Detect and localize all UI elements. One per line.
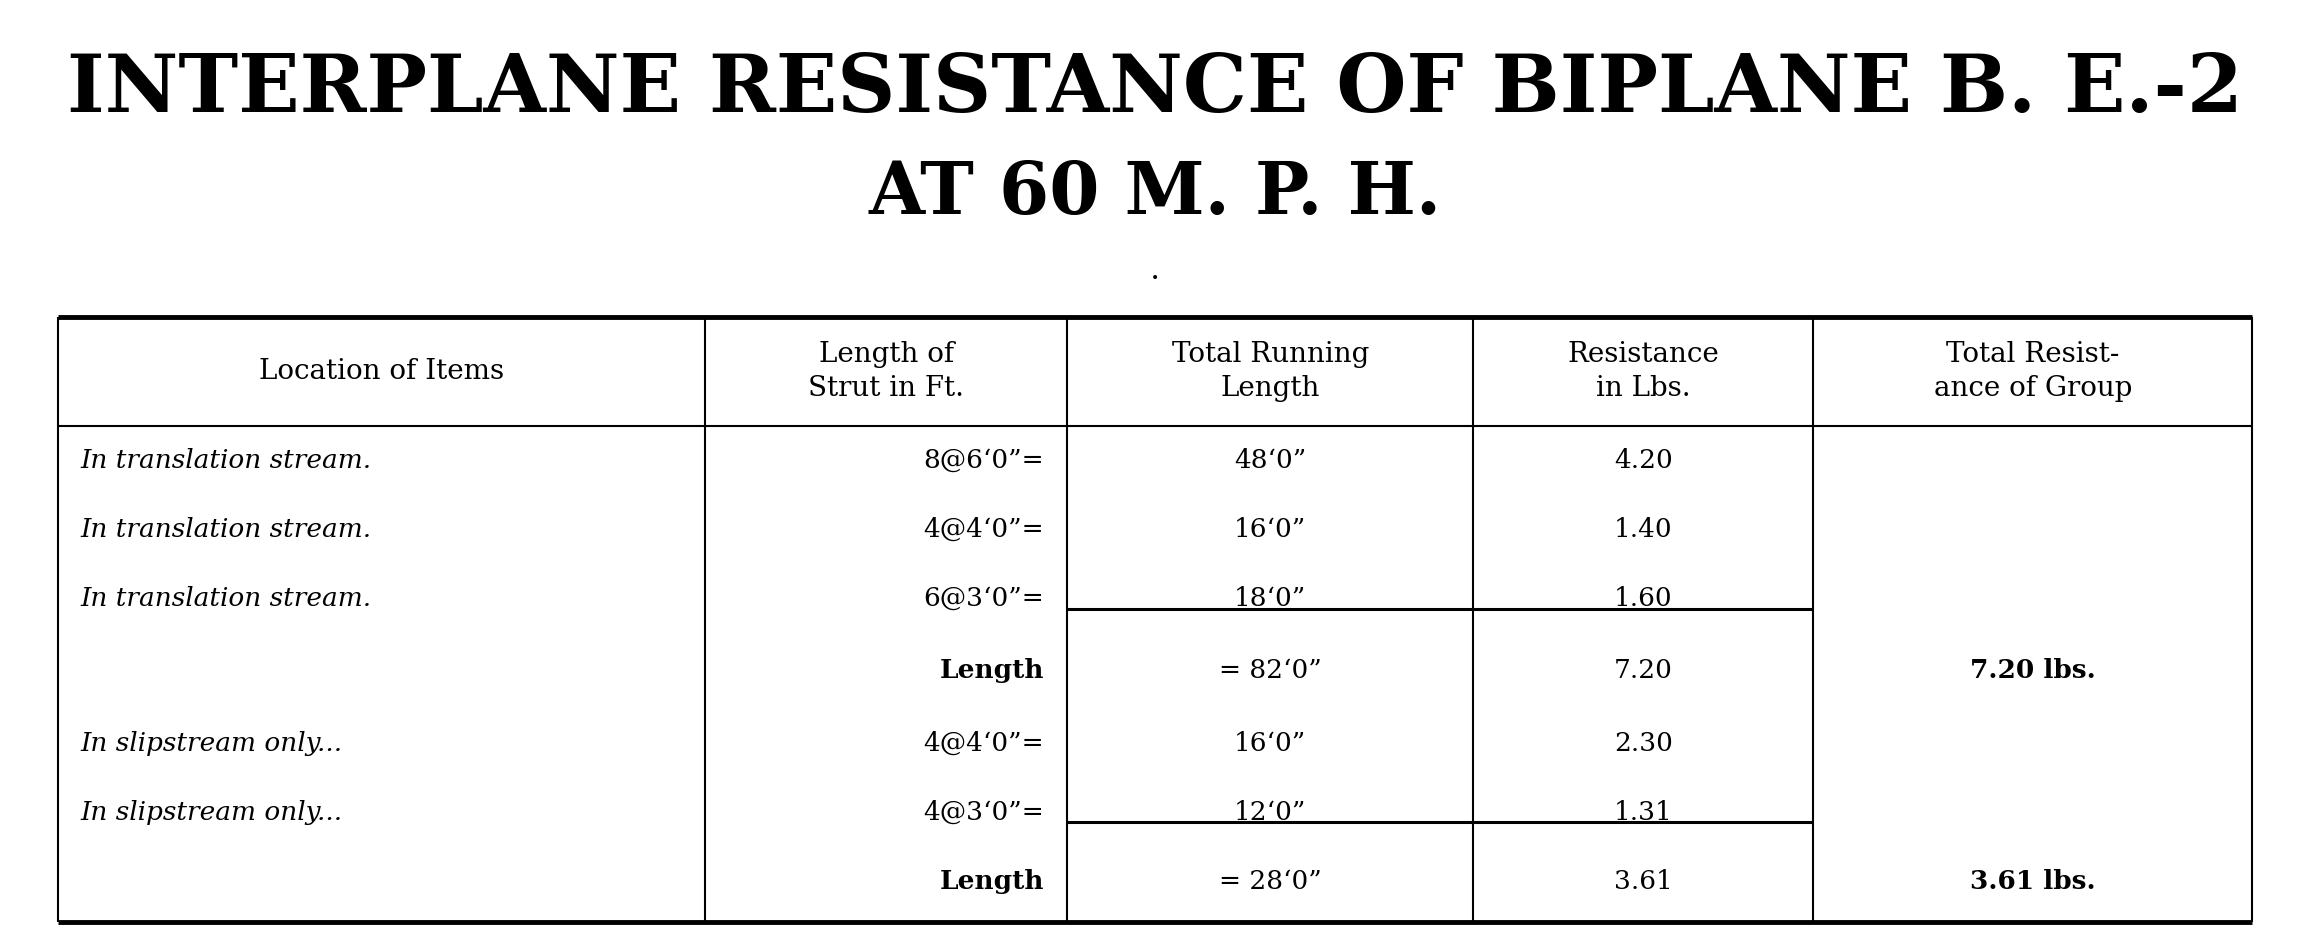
Text: AT 60 M. P. H.: AT 60 M. P. H. bbox=[869, 158, 1441, 230]
Text: Location of Items: Location of Items bbox=[259, 358, 504, 385]
Text: 16‘0”: 16‘0” bbox=[1234, 517, 1307, 542]
Text: 7.20 lbs.: 7.20 lbs. bbox=[1970, 658, 2095, 683]
Text: 1.40: 1.40 bbox=[1615, 517, 1672, 542]
Text: Total Resist-
ance of Group: Total Resist- ance of Group bbox=[1933, 341, 2132, 402]
Text: 4@4‘0”=: 4@4‘0”= bbox=[924, 730, 1044, 756]
Text: Length: Length bbox=[940, 658, 1044, 683]
Text: 18‘0”: 18‘0” bbox=[1234, 586, 1307, 611]
Text: 8@6‘0”=: 8@6‘0”= bbox=[924, 447, 1044, 473]
Text: 1.31: 1.31 bbox=[1615, 799, 1672, 825]
Text: 2.30: 2.30 bbox=[1615, 730, 1672, 756]
Text: In slipstream only...: In slipstream only... bbox=[81, 730, 342, 756]
Text: 12‘0”: 12‘0” bbox=[1234, 799, 1307, 825]
Text: 4@3‘0”=: 4@3‘0”= bbox=[924, 799, 1044, 825]
Text: Length of
Strut in Ft.: Length of Strut in Ft. bbox=[808, 341, 963, 402]
Text: 1.60: 1.60 bbox=[1615, 586, 1672, 611]
Text: = 28‘0”: = 28‘0” bbox=[1220, 868, 1321, 894]
Text: •: • bbox=[1150, 272, 1160, 286]
Text: In slipstream only...: In slipstream only... bbox=[81, 799, 342, 825]
Text: 6@3‘0”=: 6@3‘0”= bbox=[924, 586, 1044, 611]
Text: 7.20: 7.20 bbox=[1615, 658, 1672, 683]
Text: 48‘0”: 48‘0” bbox=[1234, 447, 1307, 473]
Text: 3.61: 3.61 bbox=[1615, 868, 1672, 894]
Text: = 82‘0”: = 82‘0” bbox=[1220, 658, 1321, 683]
Text: 4@4‘0”=: 4@4‘0”= bbox=[924, 517, 1044, 542]
Text: INTERPLANE RESISTANCE OF BIPLANE B. E.-2: INTERPLANE RESISTANCE OF BIPLANE B. E.-2 bbox=[67, 51, 2243, 129]
Text: In translation stream.: In translation stream. bbox=[81, 586, 372, 611]
Text: 4.20: 4.20 bbox=[1615, 447, 1672, 473]
Text: Resistance
in Lbs.: Resistance in Lbs. bbox=[1568, 341, 1719, 402]
Text: 16‘0”: 16‘0” bbox=[1234, 730, 1307, 756]
Text: Total Running
Length: Total Running Length bbox=[1171, 341, 1370, 402]
Text: In translation stream.: In translation stream. bbox=[81, 447, 372, 473]
Text: Length: Length bbox=[940, 868, 1044, 894]
Text: 3.61 lbs.: 3.61 lbs. bbox=[1970, 868, 2095, 894]
Text: In translation stream.: In translation stream. bbox=[81, 517, 372, 542]
